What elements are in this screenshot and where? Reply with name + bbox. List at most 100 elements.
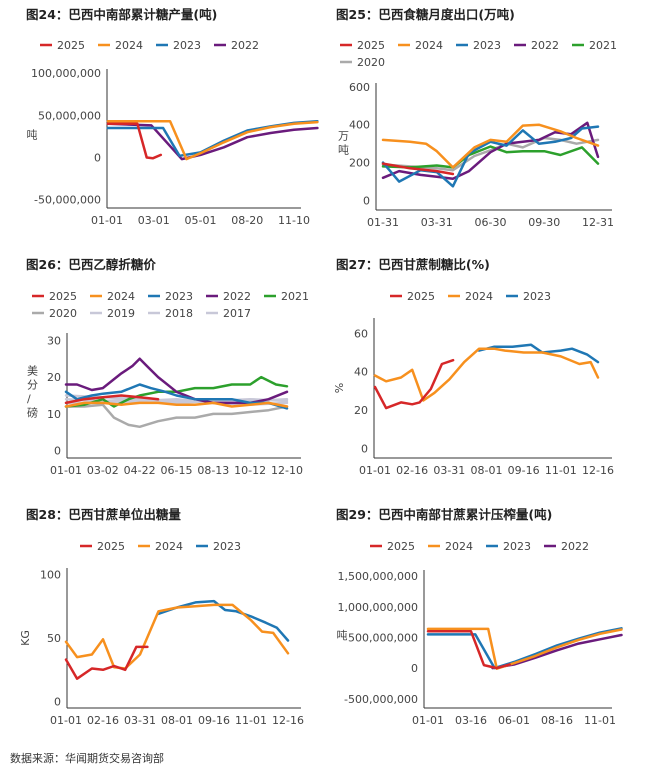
x-tick-label: 01-31 — [367, 216, 399, 229]
y-tick-label: 0 — [54, 445, 61, 458]
series-line-2022 — [64, 357, 289, 405]
series-line-2024 — [373, 347, 600, 402]
y-axis-label: KG — [19, 630, 32, 646]
legend-label: 2022 — [223, 290, 251, 303]
series-line-2020 — [64, 403, 289, 429]
y-axis-label: % — [333, 383, 346, 393]
y-tick-label: -500,000,000 — [344, 693, 418, 706]
x-tick-label: 05-01 — [185, 214, 217, 227]
legend-label: 2023 — [165, 290, 193, 303]
legend-label: 2021 — [589, 39, 617, 52]
legend-label: 2025 — [97, 540, 125, 553]
chart-title: 图25：巴西食糖月度出口(万吨) — [336, 7, 515, 22]
legend-label: 2025 — [357, 39, 385, 52]
y-tick-label: 100,000,000 — [31, 67, 101, 80]
x-tick-label: 02-16 — [87, 714, 119, 727]
legend-label: 2023 — [173, 39, 201, 52]
chart-c26: 图26：巴西乙醇折糖价 2025 2024 2023 2022 2021 2020 2019 2… — [26, 257, 309, 477]
series-line-2025 — [381, 162, 455, 176]
y-tick-label: -50,000,000 — [34, 194, 101, 207]
chart-c25: 图25：巴西食糖月度出口(万吨) 2025 2024 2023 2022 2021 2020… — [336, 7, 617, 229]
legend-label: 2017 — [223, 307, 251, 320]
x-tick-label: 03-31 — [124, 714, 156, 727]
x-tick-label: 03-31 — [421, 216, 453, 229]
y-axis-label: 吨 — [337, 629, 348, 642]
legend-label: 2023 — [213, 540, 241, 553]
legend-label: 2024 — [465, 290, 493, 303]
y-tick-label: 50 — [47, 632, 61, 645]
chart-title: 图24：巴西中南部累计糖产量(吨) — [26, 7, 217, 22]
x-tick-label: 12-31 — [582, 216, 614, 229]
legend-label: 2024 — [115, 39, 143, 52]
legend-label: 2024 — [155, 540, 183, 553]
x-tick-label: 08-01 — [471, 464, 503, 477]
y-axis-label: 万吨 — [338, 130, 349, 157]
series-line-2023 — [381, 125, 600, 188]
legend-label: 2025 — [57, 39, 85, 52]
y-tick-label: 40 — [354, 366, 368, 379]
x-tick-label: 03-31 — [433, 464, 465, 477]
y-tick-label: 100 — [40, 568, 61, 581]
y-tick-label: 60 — [354, 327, 368, 340]
chart-title: 图27：巴西甘蔗制糖比(%) — [336, 257, 490, 272]
legend-label: 2022 — [231, 39, 259, 52]
x-tick-label: 03-16 — [455, 714, 487, 727]
series-line-2025 — [106, 122, 163, 160]
legend-label: 2022 — [531, 39, 559, 52]
x-tick-label: 12-10 — [271, 464, 303, 477]
x-tick-label: 09-16 — [508, 464, 540, 477]
legend-label: 2025 — [387, 540, 415, 553]
series-line-2025 — [373, 358, 455, 410]
legend-label: 2021 — [281, 290, 309, 303]
legend-label: 2020 — [357, 56, 385, 69]
series-line-2025 — [64, 394, 160, 405]
legend-label: 2023 — [523, 290, 551, 303]
chart-title: 图26：巴西乙醇折糖价 — [26, 257, 156, 272]
series-line-2024 — [106, 119, 319, 161]
y-tick-label: 600 — [349, 81, 370, 94]
x-tick-label: 03-01 — [138, 214, 170, 227]
x-tick-label: 06-15 — [161, 464, 193, 477]
y-tick-label: 0 — [363, 195, 370, 208]
y-tick-label: 1,500,000,000 — [338, 570, 418, 583]
chart-c27: 图27：巴西甘蔗制糖比(%) 2025 2024 2023 60 40 20 0 01-01 02… — [333, 257, 614, 477]
x-tick-label: 11-10 — [278, 214, 310, 227]
x-tick-label: 10-12 — [234, 464, 266, 477]
y-tick-label: 500,000,000 — [348, 631, 418, 644]
x-tick-label: 04-22 — [124, 464, 156, 477]
legend-label: 2023 — [503, 540, 531, 553]
y-tick-label: 10 — [47, 408, 61, 421]
y-axis-label: 美分/磅 — [27, 365, 38, 420]
series-line-2024 — [381, 123, 600, 169]
x-tick-label: 09-16 — [198, 714, 230, 727]
x-tick-label: 01-01 — [412, 714, 444, 727]
chart-c29: 图29：巴西中南部甘蔗累计压榨量(吨) 2025 2024 2023 2022 1,500… — [336, 507, 623, 727]
x-tick-label: 09-30 — [528, 216, 560, 229]
data-source-note: 数据来源：华闻期货交易咨询部 — [10, 752, 164, 765]
series-line-2023 — [157, 599, 290, 642]
legend-label: 2025 — [49, 290, 77, 303]
y-tick-label: 20 — [354, 404, 368, 417]
legend-label: 2024 — [107, 290, 135, 303]
legend-label: 2020 — [49, 307, 77, 320]
y-tick-label: 1,000,000,000 — [338, 601, 418, 614]
y-tick-label: 400 — [349, 119, 370, 132]
y-tick-label: 200 — [349, 157, 370, 170]
y-tick-label: 50,000,000 — [38, 109, 101, 122]
y-axis-label: 吨 — [27, 129, 38, 142]
chart-c24: 图24：巴西中南部累计糖产量(吨) 2025 2024 2023 2022 100,000… — [26, 7, 319, 227]
series-line-2025 — [426, 630, 511, 670]
series-line-2024 — [64, 401, 289, 408]
x-tick-label: 08-01 — [161, 714, 193, 727]
x-tick-label: 01-01 — [50, 464, 82, 477]
chart-title: 图29：巴西中南部甘蔗累计压榨量(吨) — [336, 507, 552, 522]
y-tick-label: 20 — [47, 371, 61, 384]
legend-label: 2024 — [445, 540, 473, 553]
legend-label: 2019 — [107, 307, 135, 320]
x-tick-label: 11-01 — [545, 464, 577, 477]
y-tick-label: 30 — [47, 334, 61, 347]
x-tick-label: 06-30 — [475, 216, 507, 229]
x-tick-label: 01-01 — [91, 214, 123, 227]
x-tick-label: 02-16 — [396, 464, 428, 477]
series-line-2019 — [64, 397, 289, 403]
